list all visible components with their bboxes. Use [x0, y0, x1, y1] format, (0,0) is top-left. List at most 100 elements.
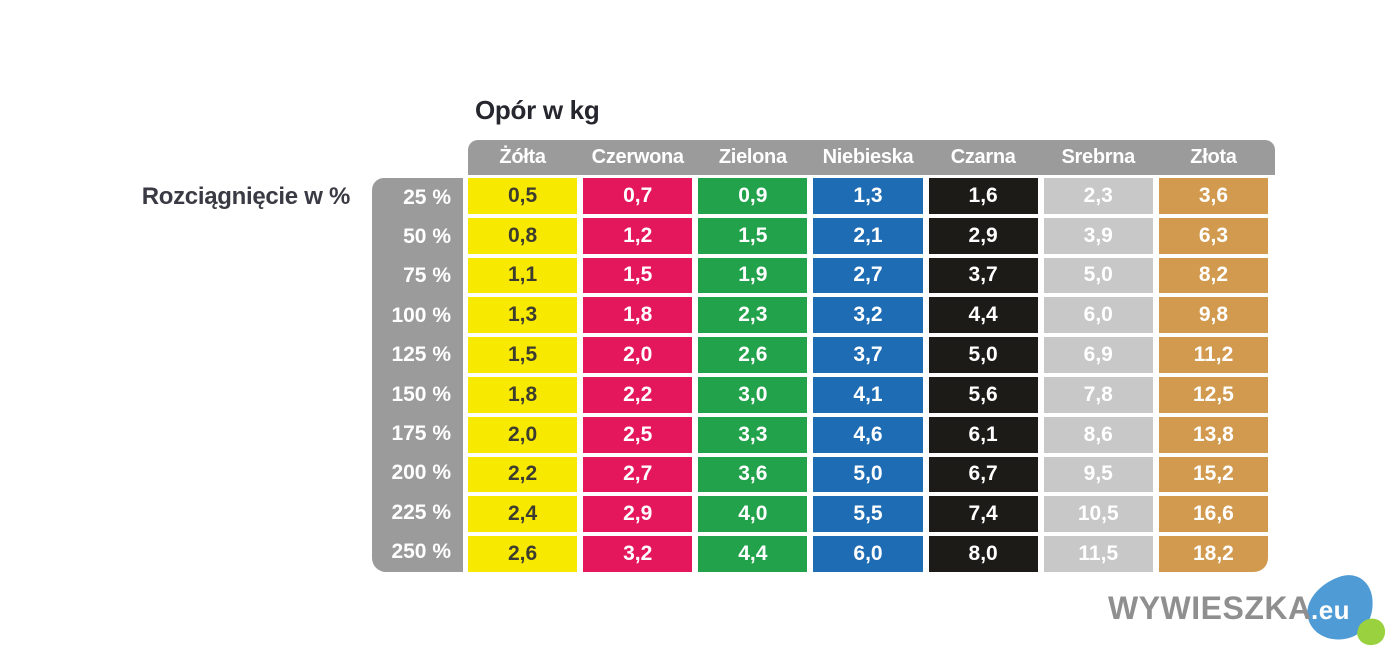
watermark-blue-blob	[1307, 575, 1373, 640]
data-cell: 18,2	[1158, 536, 1268, 572]
data-cell: 2,7	[813, 257, 923, 294]
data-cell: 8,0	[928, 536, 1038, 572]
data-cell: 6,1	[928, 416, 1038, 453]
data-cell: 3,7	[813, 337, 923, 373]
data-cell: 2,2	[468, 456, 578, 493]
data-cell: 3,2	[583, 536, 693, 572]
data-cell: 3,2	[813, 297, 923, 334]
data-cell: 2,0	[583, 337, 693, 373]
data-cell: 0,8	[468, 217, 578, 254]
data-cell: 5,0	[813, 456, 923, 493]
row-label-column: 25 % 50 % 75 % 100 % 125 % 150 % 175 % 200 % 225…	[372, 178, 463, 572]
data-cell: 2,1	[813, 217, 923, 254]
watermark-brand-text: WYWIESZKA	[1108, 590, 1312, 626]
data-cell: 1,8	[583, 297, 693, 334]
column-header: Srebrna	[1061, 146, 1136, 168]
data-cell: 1,6	[928, 178, 1038, 214]
data-cell: 6,0	[813, 536, 923, 572]
data-cell: 2,7	[583, 456, 693, 493]
data-cell: 8,6	[1043, 416, 1153, 453]
data-cell: 3,6	[698, 456, 808, 493]
data-cell: 0,9	[698, 178, 808, 214]
column-header: Zielona	[718, 146, 787, 168]
column-header: Złota	[1190, 146, 1237, 168]
data-cell: 6,9	[1043, 337, 1153, 373]
data-cell: 1,2	[583, 217, 693, 254]
data-cell: 4,4	[928, 297, 1038, 334]
data-grid: 0,5 0,7 0,9 1,3 1,6 2,3 3,6 0,8 1,2 1,5 2,1 2,9 3,9 6…	[468, 178, 1268, 572]
data-cell: 10,5	[1043, 496, 1153, 533]
data-cell: 6,3	[1158, 217, 1268, 254]
watermark-blobs	[1299, 572, 1393, 650]
data-cell: 4,6	[813, 416, 923, 453]
stretch-axis-label: Rozciągnięcie w %	[141, 183, 351, 210]
data-cell: 3,7	[928, 257, 1038, 294]
data-cell: 1,3	[813, 178, 923, 214]
row-label: 175 %	[391, 422, 451, 446]
data-cell: 3,0	[698, 376, 808, 413]
data-cell: 1,8	[468, 376, 578, 413]
column-header: Czerwona	[591, 146, 684, 168]
row-label: 75 %	[403, 264, 451, 288]
resistance-axis-title: Opór w kg	[475, 95, 600, 125]
data-cell: 7,4	[928, 496, 1038, 533]
data-cell: 2,5	[583, 416, 693, 453]
data-cell: 2,4	[468, 496, 578, 533]
data-cell: 2,6	[698, 337, 808, 373]
data-cell: 1,5	[583, 257, 693, 294]
data-cell: 11,5	[1043, 536, 1153, 572]
watermark-blob-graphic	[1307, 575, 1386, 646]
data-cell: 12,5	[1158, 376, 1268, 413]
watermark-green-blob	[1357, 618, 1386, 646]
data-cell: 13,8	[1158, 416, 1268, 453]
row-label: 25 %	[403, 185, 451, 209]
data-cell: 0,7	[583, 178, 693, 214]
data-cell: 2,2	[583, 376, 693, 413]
data-cell: 4,4	[698, 536, 808, 572]
watermark-tld-text: .eu	[1311, 595, 1351, 625]
data-cell: 2,9	[928, 217, 1038, 254]
data-cell: 1,5	[468, 337, 578, 373]
data-cell: 9,8	[1158, 297, 1268, 334]
data-cell: 7,8	[1043, 376, 1153, 413]
column-header-bar: Żółta Czerwona Zielona Niebieska Czarna Srebr…	[468, 140, 1275, 175]
data-cell: 6,7	[928, 456, 1038, 493]
data-cell: 2,6	[468, 536, 578, 572]
data-cell: 2,3	[698, 297, 808, 334]
data-cell: 4,0	[698, 496, 808, 533]
data-cell: 6,0	[1043, 297, 1153, 334]
data-cell: 1,1	[468, 257, 578, 294]
data-cell: 5,0	[1043, 257, 1153, 294]
column-header: Niebieska	[822, 146, 914, 168]
row-label: 50 %	[403, 225, 451, 249]
data-cell: 4,1	[813, 376, 923, 413]
data-cell: 9,5	[1043, 456, 1153, 493]
row-label: 225 %	[391, 500, 451, 524]
column-header: Czarna	[950, 146, 1016, 168]
data-cell: 5,6	[928, 376, 1038, 413]
data-cell: 15,2	[1158, 456, 1268, 493]
row-label: 250 %	[391, 540, 451, 564]
row-label: 200 %	[391, 461, 451, 485]
row-label: 150 %	[391, 382, 451, 406]
data-cell: 2,9	[583, 496, 693, 533]
data-cell: 11,2	[1158, 337, 1268, 373]
data-cell: 3,9	[1043, 217, 1153, 254]
data-cell: 1,5	[698, 217, 808, 254]
data-cell: 5,0	[928, 337, 1038, 373]
row-label: 100 %	[391, 303, 451, 327]
data-cell: 3,6	[1158, 178, 1268, 214]
data-cell: 2,0	[468, 416, 578, 453]
row-label: 125 %	[391, 343, 451, 367]
data-cell: 2,3	[1043, 178, 1153, 214]
data-cell: 1,3	[468, 297, 578, 334]
data-cell: 0,5	[468, 178, 578, 214]
data-cell: 3,3	[698, 416, 808, 453]
data-cell: 16,6	[1158, 496, 1268, 533]
data-cell: 5,5	[813, 496, 923, 533]
column-header: Żółta	[499, 146, 546, 168]
data-cell: 1,9	[698, 257, 808, 294]
column-headers: Żółta Czerwona Zielona Niebieska Czarna Srebr…	[468, 140, 1268, 175]
data-cell: 8,2	[1158, 257, 1268, 294]
